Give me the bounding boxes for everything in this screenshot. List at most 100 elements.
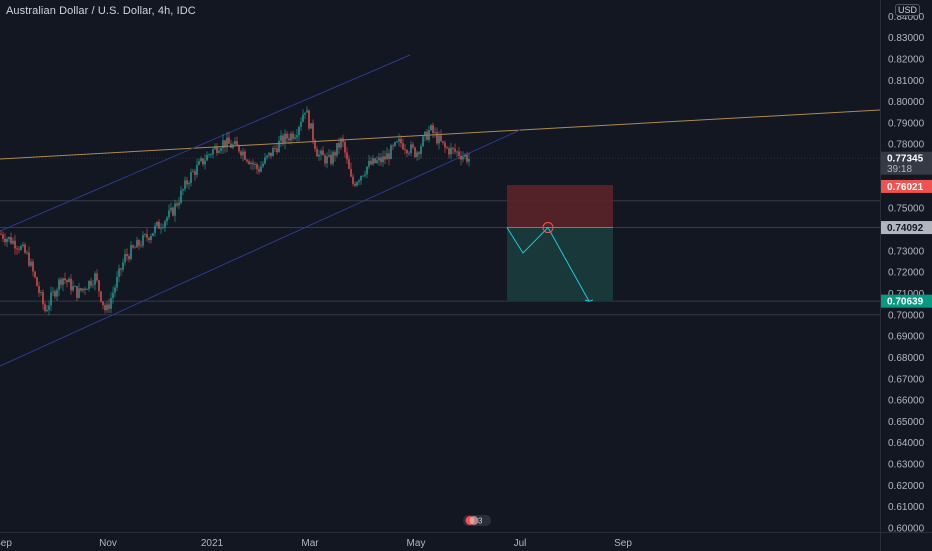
entry-price-tag: 0.74092 [887,223,924,234]
candle-body [460,155,462,160]
candle-body [160,227,162,229]
candle-body [226,137,228,148]
candle-body [10,237,12,244]
candle-body [74,286,76,287]
candle-body [404,149,406,151]
projection-path[interactable] [506,222,594,302]
candle-body [440,135,442,142]
candle-body [338,143,340,148]
candle-body [320,150,322,155]
currency-label[interactable]: USD [895,4,921,16]
candle-body [152,233,154,237]
target-price-tag-bg [881,294,932,308]
candle-body [24,244,26,253]
candle-body [450,147,452,155]
price-tick-label: 0.83000 [888,33,925,44]
price-tick-label: 0.81000 [888,76,925,87]
time-axis[interactable]: Sep Nov 2021 Mar May Jul Sep [0,532,880,551]
candle-body [430,125,432,130]
candle-body [334,152,336,156]
candle-body [60,279,62,285]
candle-body [414,147,416,157]
price-tick-label: 0.67000 [888,374,925,385]
events-badge[interactable]: 3 [462,514,492,527]
candle-body [142,235,144,246]
candle-body [114,287,116,293]
candle-body [236,140,238,146]
candle-body [382,156,384,163]
candle-body [238,145,240,152]
candle-body [370,160,372,165]
candle-body [368,160,370,167]
stop-loss-zone [507,185,613,228]
candle-body [190,171,192,184]
candle-body [362,175,364,177]
candle-body [356,182,358,186]
candle-body [158,221,160,229]
candle-body [436,132,438,144]
candle-body [48,305,50,310]
candle-body [316,148,318,157]
candle-body [394,142,396,146]
candle-body [210,154,212,156]
candle-body [402,143,404,150]
candle-body [110,298,112,309]
candle-body [314,140,316,149]
candle-body [230,143,232,148]
candle-body [36,277,38,287]
entry-price-tag-bg [881,221,932,235]
target-price-tag: 0.70639 [887,297,924,308]
candle-body [310,123,312,129]
candle-body [68,278,70,283]
candle-body [346,152,348,160]
candle-body [282,135,284,144]
candle-body [300,121,302,127]
candle-body [26,252,28,254]
candle-body [446,147,448,149]
candle-body [18,248,20,250]
candle-body [116,276,118,288]
candle-body [56,290,58,297]
candle-body [274,148,276,149]
candle-body [42,292,44,305]
flag-icon-secondary [469,516,479,525]
time-tick-label: Nov [99,538,117,549]
candle-body [386,153,388,160]
time-tick-label: Sep [0,538,12,549]
candle-body [434,132,436,134]
candle-body [296,135,298,138]
candle-body [418,152,420,155]
candle-body [412,144,414,148]
candle-body [140,245,142,247]
price-tick-label: 0.62000 [888,481,925,492]
events-count: 3 [478,517,483,526]
candle-body [400,138,402,144]
stop-price-tag: 0.76021 [887,182,924,193]
channel-lower-line [0,129,521,367]
candle-body [16,248,18,250]
chart-canvas[interactable] [0,0,880,532]
candle-body [180,190,182,203]
candle-body [112,292,114,299]
trend-lines[interactable] [0,54,880,367]
candle-body [290,133,292,141]
candle-body [52,291,54,293]
candle-body [202,158,204,165]
candle-body [34,271,36,278]
candle-body [302,114,304,122]
price-axis[interactable]: 0.84000 0.83000 0.82000 0.81000 0.80000 0.790… [880,0,932,532]
candle-body [428,129,430,140]
candle-body [38,286,40,293]
candle-body [92,284,94,286]
candle-body [172,207,174,216]
candle-body [82,288,84,291]
candle-body [150,236,152,241]
candle-body [392,145,394,147]
price-tick-label: 0.65000 [888,417,925,428]
candle-body [30,261,32,266]
candle-body [306,110,308,113]
position-zones[interactable] [507,185,613,302]
candle-body [248,161,250,165]
candle-body [76,286,78,298]
candle-body [192,171,194,173]
